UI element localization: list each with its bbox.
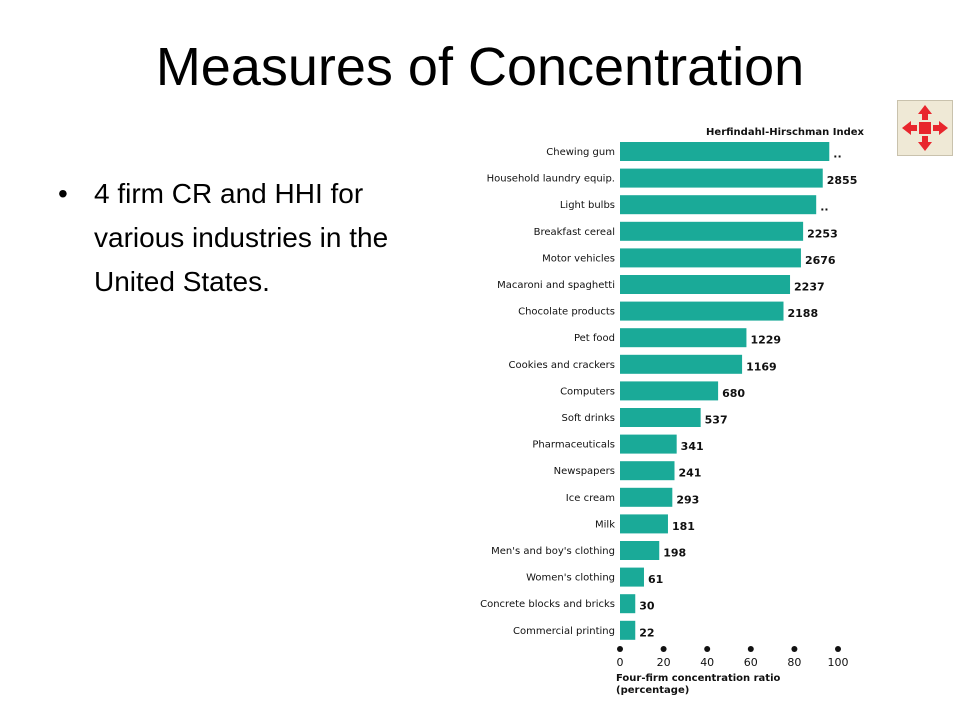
bar (620, 354, 743, 374)
bar-chart: Herfindahl-Hirschman Index Chewing gum .. H… (480, 127, 864, 696)
bar (620, 142, 830, 161)
bullet-text: 4 firm CR and HHI for various industries… (94, 178, 389, 297)
category-label: Pet food (574, 333, 615, 344)
hhi-value-label: 198 (663, 547, 686, 560)
bar (620, 461, 675, 481)
tick-label: 80 (787, 656, 801, 669)
hhi-value-label: 241 (679, 467, 702, 480)
category-label: Men's and boy's clothing (491, 546, 615, 557)
category-label: Motor vehicles (542, 253, 615, 264)
hhi-value-label: .. (833, 148, 841, 161)
bar (620, 248, 801, 268)
tick-label: 20 (657, 656, 671, 669)
x-axis-title: Four-firm concentration ratio (616, 673, 781, 684)
axis-tick (791, 646, 798, 652)
category-label: Chewing gum (546, 147, 615, 158)
category-label: Computers (560, 386, 615, 397)
hhi-value-label: 341 (681, 440, 704, 453)
axis-tick (835, 646, 841, 652)
category-label: Milk (595, 519, 615, 530)
tick-label: 0 (617, 656, 624, 669)
bullet-dot: • (58, 178, 68, 209)
category-label: Chocolate products (518, 307, 615, 318)
hhi-value-label: 61 (648, 573, 663, 586)
bar (620, 408, 701, 427)
hhi-value-label: .. (820, 201, 828, 214)
hhi-value-label: 2855 (827, 174, 858, 187)
category-label: Pharmaceuticals (532, 440, 615, 451)
axis-tick (747, 646, 754, 652)
hhi-value-label: 30 (639, 600, 655, 613)
hhi-value-label: 181 (672, 520, 695, 533)
axis-tick (617, 646, 623, 652)
bar (620, 567, 644, 587)
bar (620, 328, 747, 348)
category-label: Breakfast cereal (534, 227, 615, 238)
bar (620, 195, 817, 215)
hhi-title: Herfindahl-Hirschman Index (706, 127, 864, 138)
tick-label: 60 (744, 656, 758, 669)
category-label: Newspapers (554, 466, 615, 477)
x-axis-title-unit: (percentage) (616, 685, 689, 696)
hhi-value-label: 1229 (750, 334, 781, 347)
bar (620, 514, 668, 534)
bullet-point: • 4 firm CR and HHI for various industri… (58, 172, 458, 304)
hhi-value-label: 680 (722, 387, 745, 400)
category-label: Macaroni and spaghetti (497, 280, 615, 291)
hhi-value-label: 2676 (805, 254, 836, 267)
bar (620, 221, 804, 241)
bar (620, 275, 791, 294)
hhi-value-label: 22 (639, 626, 654, 639)
hhi-value-label: 2253 (807, 227, 838, 240)
axis-tick (704, 646, 711, 652)
bar (620, 434, 677, 454)
hhi-value-label: 2188 (788, 307, 819, 320)
expand-arrows-graphic (902, 105, 948, 151)
slide-title: Measures of Concentration (155, 37, 805, 97)
category-label: Concrete blocks and bricks (480, 599, 615, 610)
bar (620, 168, 823, 188)
bar (620, 541, 660, 560)
category-label: Ice cream (566, 493, 615, 504)
category-label: Cookies and crackers (509, 360, 615, 371)
bar (620, 594, 636, 614)
category-label: Light bulbs (560, 200, 615, 211)
hhi-value-label: 2237 (794, 281, 825, 294)
bar (620, 301, 784, 321)
bar (620, 381, 719, 401)
category-label: Women's clothing (526, 573, 615, 584)
expand-arrows-icon[interactable] (897, 100, 953, 156)
category-label: Soft drinks (562, 413, 616, 424)
bar (620, 620, 636, 640)
tick-label: 40 (700, 656, 714, 669)
hhi-value-label: 293 (676, 493, 699, 506)
axis-tick (660, 646, 667, 652)
bar (620, 487, 673, 507)
category-label: Commercial printing (513, 626, 615, 637)
hhi-value-label: 537 (705, 414, 728, 427)
category-label: Household laundry equip. (487, 174, 615, 185)
tick-label: 100 (828, 656, 849, 669)
hhi-value-label: 1169 (746, 360, 777, 373)
